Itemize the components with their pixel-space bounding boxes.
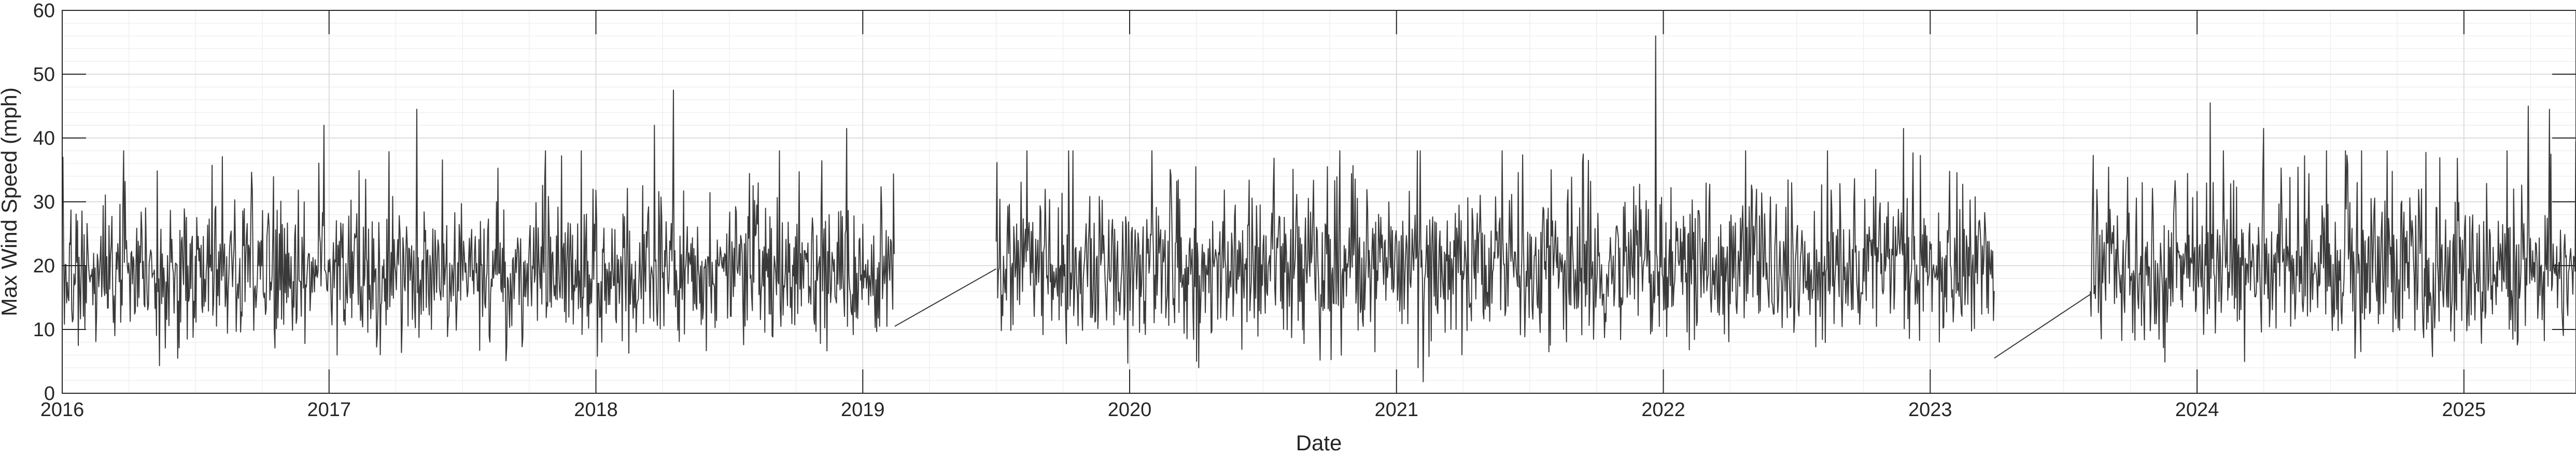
y-axis-label: Max Wind Speed (mph) [0, 87, 21, 316]
x-tick-label: 2019 [841, 399, 885, 421]
series-line-segment [995, 35, 1995, 382]
y-tick-label: 30 [33, 191, 55, 213]
x-tick-label: 2022 [1641, 399, 1685, 421]
series-line-segment [2090, 102, 2576, 363]
x-tick-label: 2025 [2442, 399, 2486, 421]
gap-connector-line [894, 268, 997, 327]
x-tick-label: 2024 [2175, 399, 2219, 421]
y-tick-label: 50 [33, 64, 55, 86]
y-tick-label: 40 [33, 128, 55, 149]
x-tick-label: 2020 [1108, 399, 1152, 421]
x-tick-labels: 2016 2017 2018 2019 2020 2021 2022 2023 2024 2025 [40, 399, 2486, 421]
x-tick-label: 2023 [1908, 399, 1952, 421]
series-layer [62, 35, 2576, 382]
x-tick-label: 2017 [307, 399, 351, 421]
gap-connector-line [1994, 294, 2091, 359]
x-tick-label: 2021 [1375, 399, 1419, 421]
y-tick-label: 20 [33, 255, 55, 277]
y-tick-labels: 0 10 20 30 40 50 60 [33, 0, 55, 405]
y-tick-label: 10 [33, 319, 55, 341]
x-tick-label: 2018 [574, 399, 618, 421]
y-tick-label: 60 [33, 0, 55, 22]
tick-marks [62, 10, 2576, 394]
series-line-segment [62, 89, 895, 366]
x-tick-label: 2016 [40, 399, 85, 421]
y-tick-label: 0 [44, 383, 55, 405]
x-axis-label: Date [1296, 431, 1342, 455]
